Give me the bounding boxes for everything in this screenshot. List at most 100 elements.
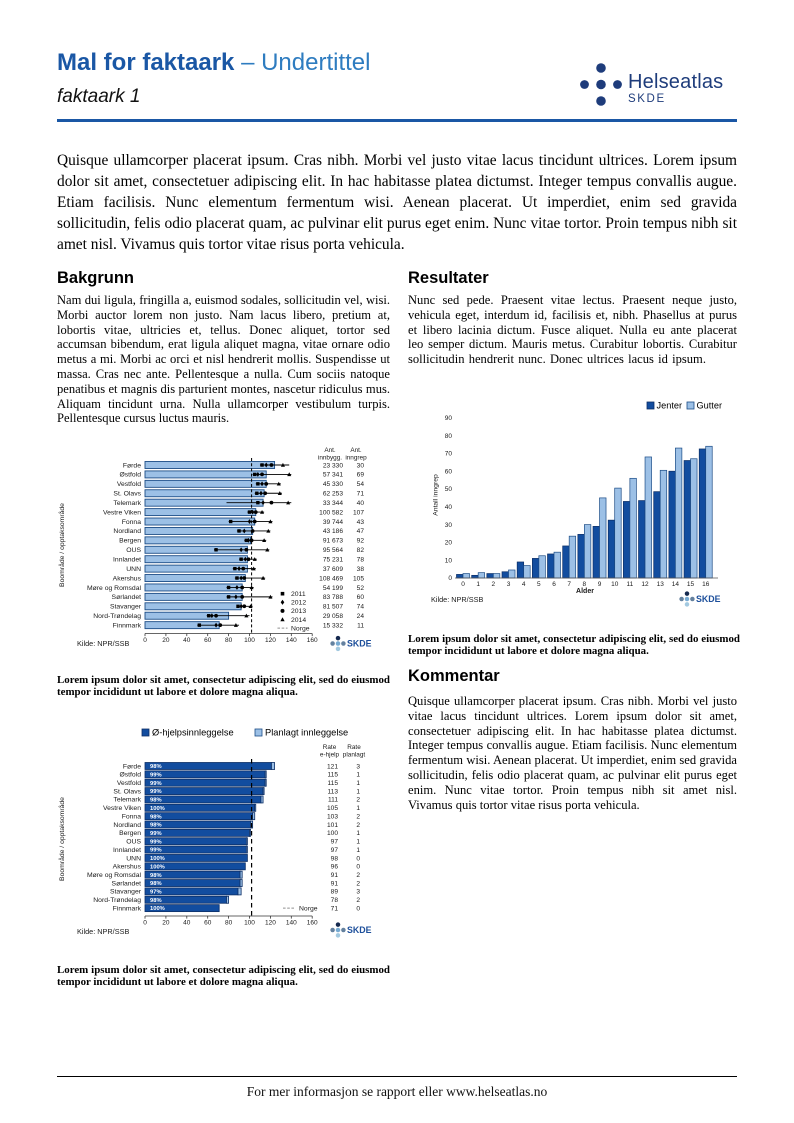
bar-girls [638,500,646,579]
category-label: Vestfold [117,481,141,488]
page-subheading: faktaark 1 [57,86,141,107]
x-tick-label: 80 [225,920,233,927]
acute-rate-value: 115 [327,780,338,787]
acute-rate-value: 113 [327,788,338,795]
y-tick-label: 70 [445,451,453,458]
bar-girls [668,470,676,579]
bar-planned [262,787,265,795]
bar-boys [462,573,470,579]
x-tick-label: 60 [204,920,212,927]
marker-diamond [250,509,255,515]
marker-square [236,604,240,608]
acute-rate-value: 91 [331,880,339,887]
bar-percent-label: 100% [150,806,165,812]
x-tick-label: 6 [552,581,556,588]
bar-planned [254,803,257,812]
bar [144,470,267,479]
skde-logo-icon: SKDE [330,635,372,652]
legend-label: Planlagt innleggelse [265,728,348,738]
bar-percent-label: 99% [150,781,162,787]
helseatlas-logo-skde: SKDE [628,93,666,105]
bar-girls [531,558,540,579]
bar-boys [659,469,668,579]
legend-swatch-girls [646,401,655,410]
legend-swatch-acute [141,728,150,737]
bar-planned [239,870,243,879]
bar-boys [538,555,546,579]
marker-circle [260,472,264,477]
marker-circle [263,491,268,496]
x-tick-label: 1 [476,581,480,588]
marker-triangle [252,557,257,561]
marker-circle [246,557,251,562]
column-header: inngrep [345,455,367,462]
inhabitants-value: 57 341 [323,472,344,479]
page-title: Mal for faktaark – Undertittel [57,49,370,77]
chart2-value-columns: Ratee-hjelpRateplanlagt12111511511311110… [320,744,366,912]
acute-rate-value: 100 [327,830,338,837]
interventions-value: 69 [357,472,365,479]
x-tick-label: 3 [507,581,511,588]
bar-boys [477,572,486,579]
skde-logo-text: SKDE [347,925,372,935]
bar-planned [271,762,275,770]
legend-swatch-planned [254,728,263,737]
x-tick-label: 160 [307,920,318,927]
bar-planned [252,812,256,821]
interventions-value: 54 [357,481,365,488]
acute-rate-value: 96 [331,864,339,871]
footer-rule [57,1076,737,1077]
x-tick-label: 20 [162,637,170,644]
x-tick-label: 140 [286,920,297,927]
x-tick-label: 140 [286,637,297,644]
x-tick-label: 10 [611,581,619,588]
x-tick-label: 9 [598,581,602,588]
bar-percent-label: 98% [150,814,162,820]
category-label: Finnmark [113,622,142,629]
planned-rate-value: 1 [356,847,360,854]
x-tick-label: 40 [183,637,191,644]
x-tick-label: 13 [657,581,665,588]
interventions-value: 92 [357,538,365,545]
body-resultater: Nunc sed pede. Praesent vitae lectus. Pr… [408,293,737,367]
marker-circle [242,576,247,580]
marker-triangle [287,472,292,477]
bar [144,536,251,545]
chart2-bars: 98% 99% 99% 99% 98% 100% 98% 98% 99% 99% 99% 100% 10… [144,762,275,912]
y-tick-label: 60 [445,468,453,475]
planned-rate-value: 2 [356,813,360,820]
bar [144,564,248,573]
chart2-x-axis: 0 20 40 60 80 100 120 140 160 [143,915,318,927]
bar-percent-label: 99% [150,772,162,778]
category-label: Førde [123,763,141,770]
bar-percent-label: 98% [150,823,162,829]
marker-circle [241,566,246,571]
bar-percent-label: 100% [150,856,165,862]
acute-rate-value: 71 [331,905,339,912]
marker-diamond [242,528,246,534]
x-axis-label: Alder [576,588,594,595]
bar-planned [237,887,242,896]
bar-acute [144,854,248,862]
marker-circle [242,604,247,609]
category-label: Nordland [113,528,141,535]
inhabitants-value: 43 186 [323,528,344,535]
bar-percent-label: 99% [150,789,162,795]
x-tick-label: 80 [225,637,233,644]
marker-circle [240,595,245,599]
inhabitants-value: 33 344 [323,500,344,507]
bar-girls [547,553,555,579]
column-header: planlagt [343,752,366,759]
interventions-value: 24 [357,613,365,620]
skde-logo-icon: SKDE [330,922,372,938]
marker-square [207,614,211,618]
source-label: Kilde: NPR/SSB [77,639,129,648]
chart1-category-labels: Førde Østfold Vestfold St. Olavs Telemark Ves… [87,462,142,629]
bar-percent-label: 98% [150,764,162,770]
planned-rate-value: 1 [356,780,360,787]
y-axis-label: Boområde / opptaksområde [58,503,66,587]
interventions-value: 40 [357,500,365,507]
bar-acute [144,762,272,770]
y-tick-label: 80 [445,433,453,440]
bar-boys [614,487,622,579]
